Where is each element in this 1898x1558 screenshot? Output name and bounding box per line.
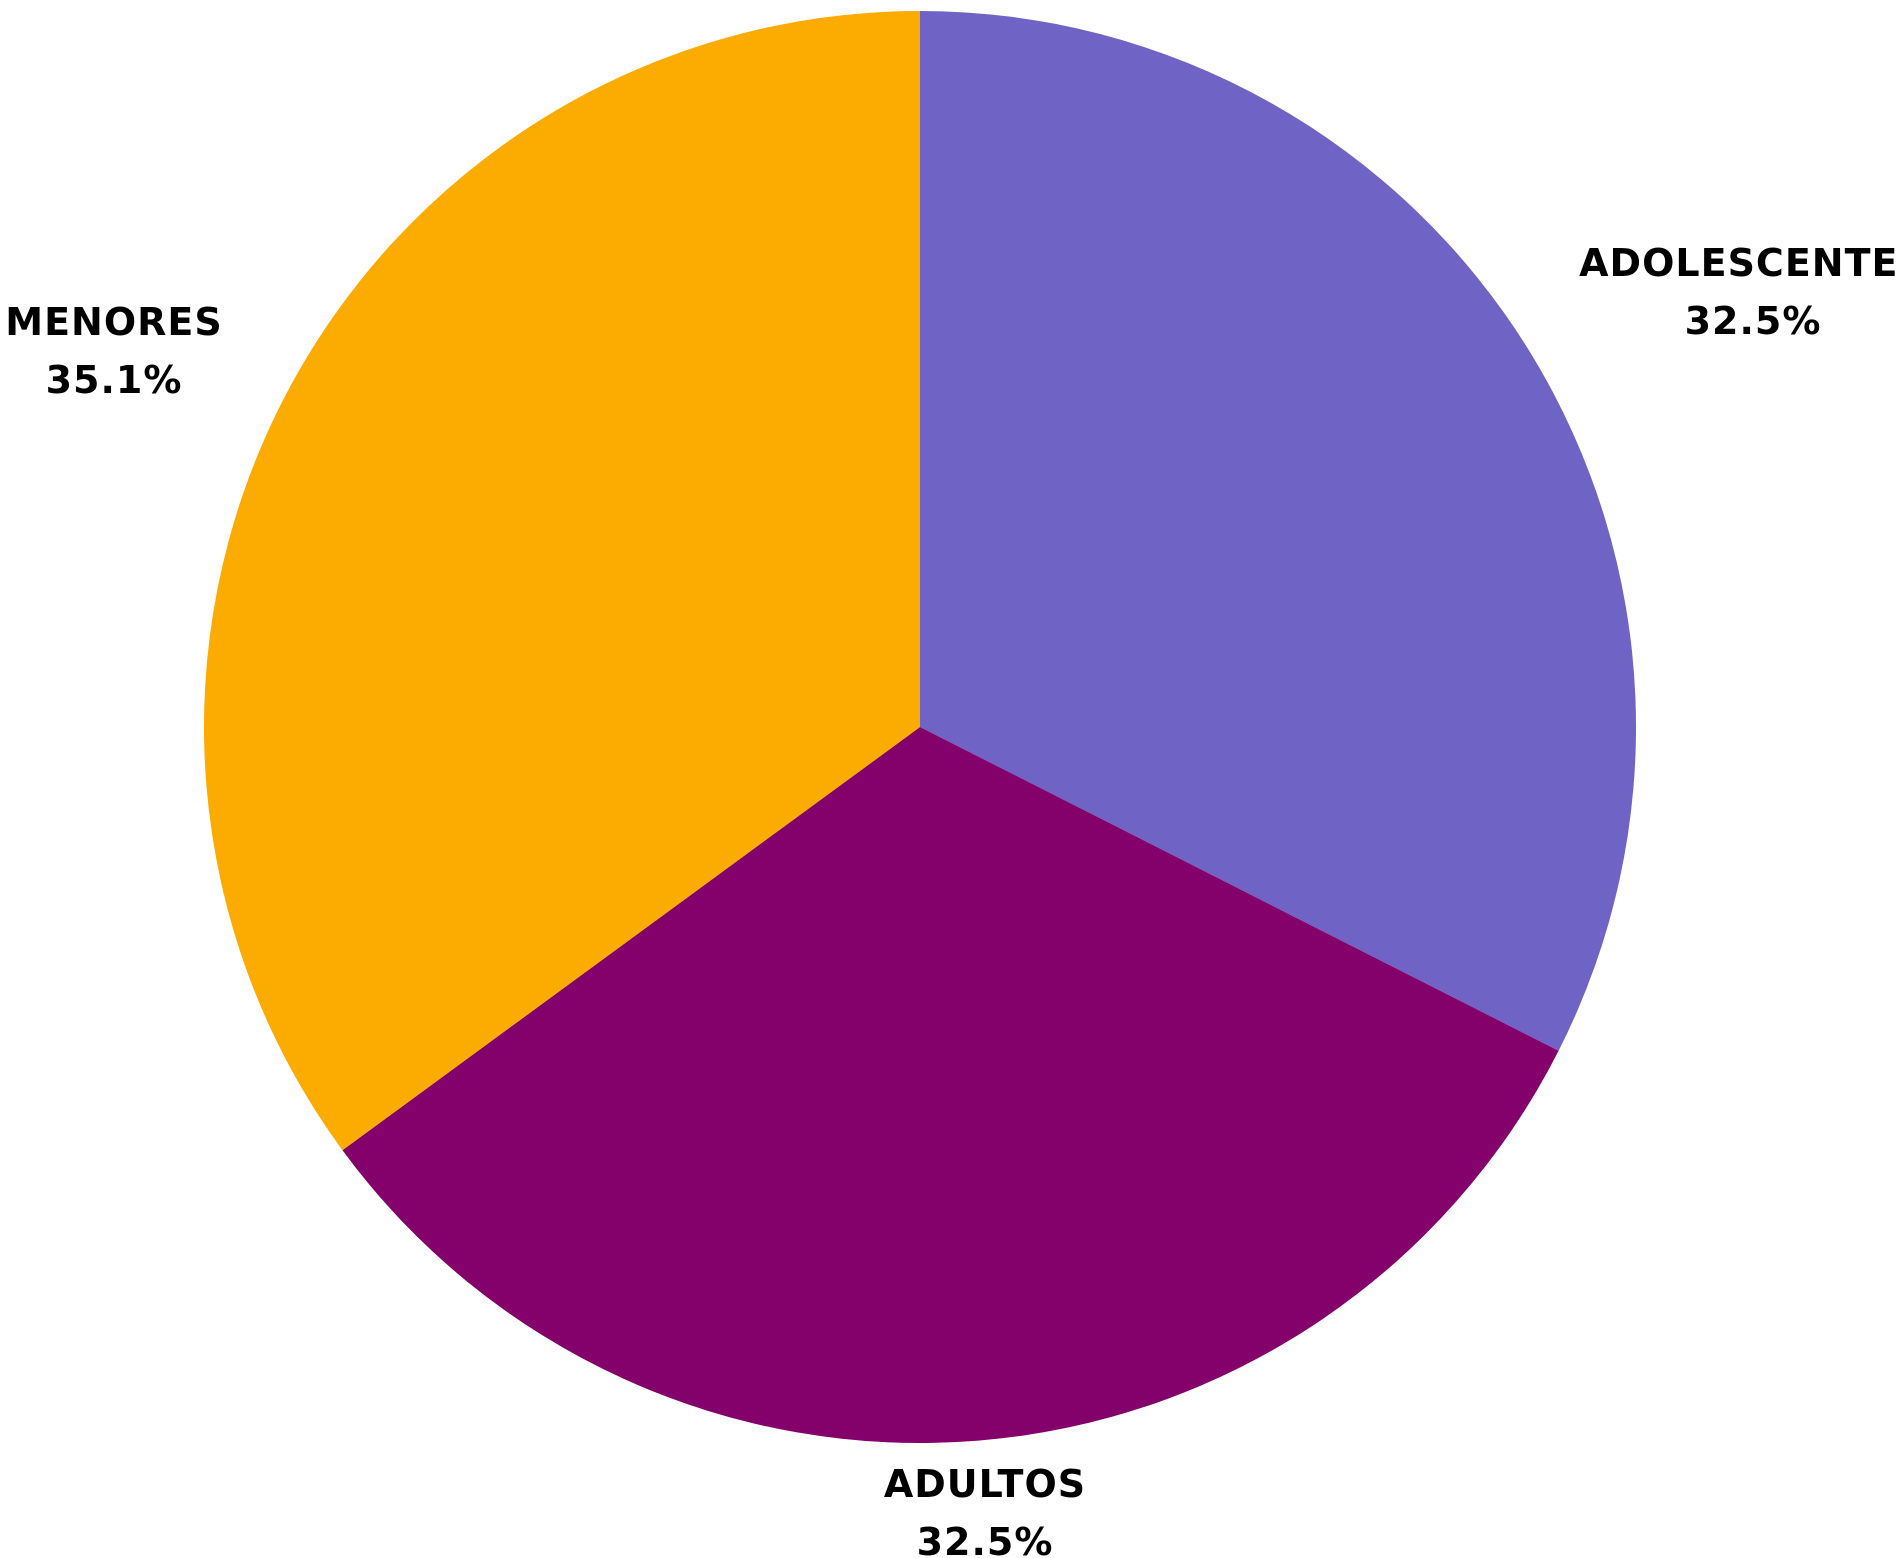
pie-slices [204, 10, 1636, 1443]
slice-label-menores: MENORES [5, 300, 222, 344]
slice-value-menores: 35.1% [46, 358, 183, 402]
pie-slice-adolescentes [920, 11, 1636, 1051]
pie-slice-adultos [342, 727, 1559, 1443]
slice-value-adolescentes: 32.5% [1685, 299, 1822, 343]
slice-label-adolescentes: ADOLESCENTES [1579, 241, 1898, 285]
pie-labels: ADOLESCENTES 32.5% ADULTOS 32.5% MENORES 35.1… [5, 241, 1898, 1558]
slice-value-adultos: 32.5% [917, 1520, 1054, 1558]
pie-slice-menores [204, 10, 920, 1151]
slice-label-adultos: ADULTOS [884, 1462, 1086, 1506]
